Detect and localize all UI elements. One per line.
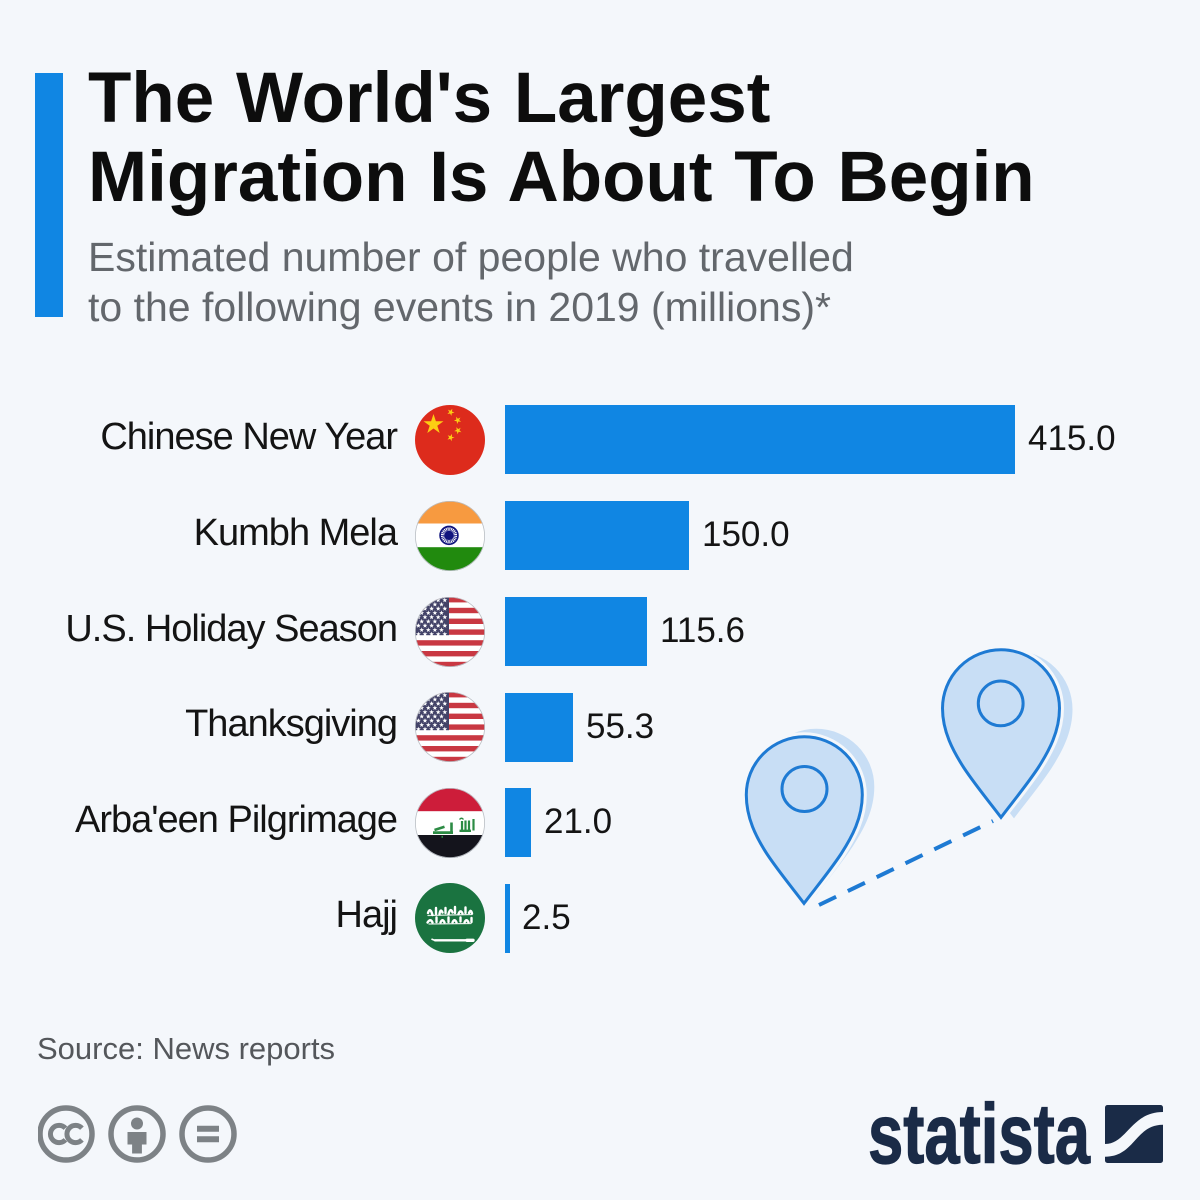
svg-text:statista: statista [868, 1096, 1091, 1166]
